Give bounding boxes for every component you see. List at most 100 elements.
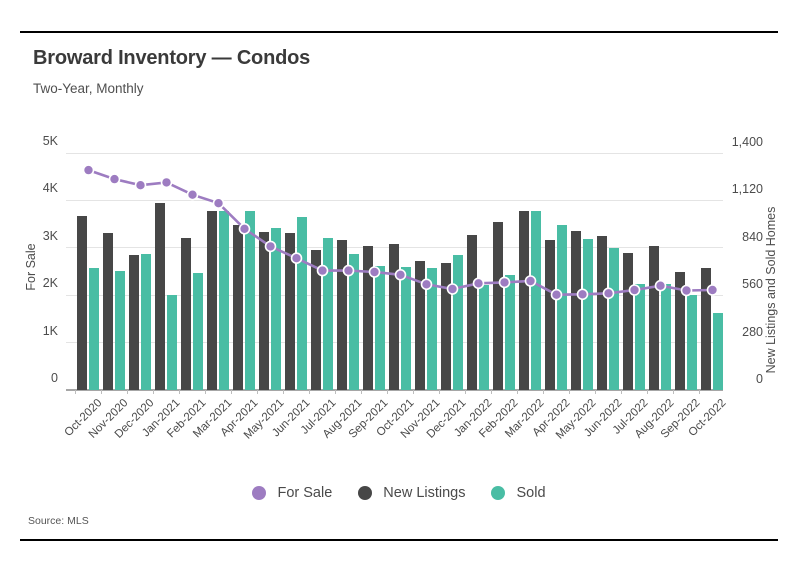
bar-new-listings[interactable] [284, 233, 296, 390]
bar-new-listings[interactable] [206, 210, 218, 390]
x-axis-line [66, 389, 723, 391]
x-axis-tick [360, 390, 362, 394]
x-axis-tick [126, 390, 128, 394]
bar-sold[interactable] [192, 273, 204, 390]
bar-sold[interactable] [88, 268, 100, 390]
data-point-for-sale[interactable]: Jun-2021 · For Sale: 2780 [290, 252, 303, 264]
bar-new-listings[interactable] [648, 246, 660, 390]
bar-new-listings[interactable] [388, 244, 400, 390]
bar-sold[interactable] [452, 254, 464, 390]
plot-area: 0 0 1K 280 2K 560 3K 840 4K 1,120 5K 1,400 Oct-2020 N… [43, 134, 763, 442]
data-point-for-sale[interactable]: May-2022 · For Sale: 2020 [576, 288, 589, 301]
bar-sold[interactable] [660, 284, 672, 390]
data-point-for-sale[interactable]: Feb-2022 · For Sale: 2270 [498, 276, 511, 289]
data-point-for-sale[interactable]: Jul-2021 · For Sale: 2520 [316, 264, 329, 277]
data-point-for-sale[interactable]: Jan-2022 · For Sale: 2250 [472, 277, 485, 290]
legend-swatch-sold [491, 486, 506, 500]
bar-sold[interactable] [504, 274, 516, 390]
x-axis-tick [698, 390, 700, 394]
bar-sold[interactable] [686, 295, 698, 390]
bar-new-listings[interactable] [544, 240, 556, 390]
data-point-for-sale[interactable]: Sep-2022 · For Sale: 2100 [680, 284, 693, 297]
bar-new-listings[interactable] [362, 246, 374, 390]
data-point-for-sale[interactable]: Sep-2021 · For Sale: 2490 [368, 266, 381, 278]
bar-sold[interactable] [426, 268, 438, 390]
bar-sold[interactable] [166, 295, 178, 390]
data-point-for-sale[interactable]: Apr-2021 · For Sale: 3400 [238, 223, 251, 235]
bar-sold[interactable] [270, 227, 282, 390]
data-point-for-sale[interactable]: Aug-2021 · For Sale: 2520 [342, 264, 355, 277]
bar-sold[interactable] [608, 247, 620, 390]
bar-new-listings[interactable] [622, 252, 634, 390]
bar-sold[interactable] [140, 253, 152, 390]
bar-new-listings[interactable] [466, 235, 478, 390]
bar-sold[interactable] [296, 216, 308, 390]
bar-new-listings[interactable] [258, 231, 270, 390]
x-axis-tick [672, 390, 674, 394]
data-point-for-sale[interactable]: Feb-2021 · For Sale: 4120 [186, 188, 199, 201]
x-axis-tick [464, 390, 466, 394]
bar-new-listings[interactable] [440, 263, 452, 390]
bar-new-listings[interactable] [180, 237, 192, 390]
bar-new-listings[interactable] [596, 235, 608, 390]
chart-card: Broward Inventory — Condos Two-Year, Mon… [20, 31, 778, 541]
legend-item-sold[interactable]: Sold [491, 485, 546, 501]
x-axis-tick [308, 390, 310, 394]
bar-new-listings[interactable] [76, 215, 88, 390]
x-axis-tick [152, 390, 154, 394]
bar-new-listings[interactable] [310, 249, 322, 390]
source-note: Source: MLS [28, 515, 89, 527]
data-point-for-sale[interactable]: May-2021 · For Sale: 3030 [264, 240, 277, 253]
data-point-for-sale[interactable]: Mar-2022 · For Sale: 2300 [524, 275, 537, 287]
legend-item-new-listings[interactable]: New Listings [358, 485, 465, 501]
data-point-for-sale[interactable]: Apr-2022 · For Sale: 2010 [550, 288, 563, 301]
data-point-for-sale[interactable]: Nov-2021 · For Sale: 2230 [420, 278, 433, 291]
data-point-for-sale[interactable]: Dec-2021 · For Sale: 2130 [446, 283, 459, 295]
bar-new-listings[interactable] [232, 224, 244, 390]
legend-item-for-sale[interactable]: For Sale [252, 485, 332, 501]
y-axis-tick-right: 280 [742, 324, 763, 339]
bar-sold[interactable] [374, 266, 386, 390]
data-point-for-sale[interactable]: Oct-2020 · For Sale: 4640 [82, 164, 95, 176]
y-axis-tick-left: 1K [42, 323, 58, 338]
data-point-for-sale[interactable]: Aug-2022 · For Sale: 2200 [654, 279, 667, 292]
y-axis-tick-left: 0 [51, 371, 58, 385]
bar-sold[interactable] [582, 239, 594, 390]
x-axis-tick [620, 390, 622, 394]
bar-sold[interactable] [530, 210, 542, 390]
bar-new-listings[interactable] [128, 254, 140, 390]
data-point-for-sale[interactable]: Oct-2021 · For Sale: 2430 [394, 269, 407, 281]
bar-sold[interactable] [218, 211, 230, 390]
bar-sold[interactable] [322, 237, 334, 390]
bar-sold[interactable] [712, 313, 724, 390]
data-point-for-sale[interactable]: Jan-2021 · For Sale: 4380 [160, 176, 173, 189]
data-point-for-sale[interactable]: Jun-2022 · For Sale: 2040 [602, 287, 615, 300]
bar-new-listings[interactable] [414, 261, 426, 390]
legend-label: New Listings [383, 485, 466, 501]
bar-sold[interactable] [348, 253, 360, 390]
bar-new-listings[interactable] [700, 268, 712, 390]
bar-new-listings[interactable] [154, 202, 166, 390]
legend-swatch-new-listings [358, 486, 373, 500]
line-series-for-sale: Oct-2020 · For Sale: 4640 Nov-2020 · For … [82, 164, 719, 301]
right-axis-title: New Listings and Sold Homes [764, 206, 778, 374]
x-axis-tick [386, 390, 388, 394]
data-point-for-sale[interactable]: Nov-2020 · For Sale: 4450 [108, 173, 121, 185]
bar-new-listings[interactable] [492, 221, 504, 390]
bar-sold[interactable] [556, 224, 568, 390]
bar-new-listings[interactable] [518, 210, 530, 390]
bar-new-listings[interactable] [570, 230, 582, 390]
bar-sold[interactable] [400, 267, 412, 390]
bar-new-listings[interactable] [102, 233, 114, 390]
data-point-for-sale[interactable]: Jul-2022 · For Sale: 2110 [628, 284, 641, 296]
bar-sold[interactable] [244, 210, 256, 390]
bar-new-listings[interactable] [336, 240, 348, 390]
data-point-for-sale[interactable]: Dec-2020 · For Sale: 4320 [134, 179, 147, 192]
data-point-for-sale[interactable]: Oct-2022 · For Sale: 2110 [706, 284, 719, 296]
bar-sold[interactable] [634, 284, 646, 390]
bar-new-listings[interactable] [674, 272, 686, 390]
bar-sold[interactable] [114, 270, 126, 390]
data-point-for-sale[interactable]: Mar-2021 · For Sale: 3940 [212, 197, 225, 210]
bar-sold[interactable] [478, 285, 490, 390]
y-axis-tick-left: 3K [42, 228, 58, 243]
